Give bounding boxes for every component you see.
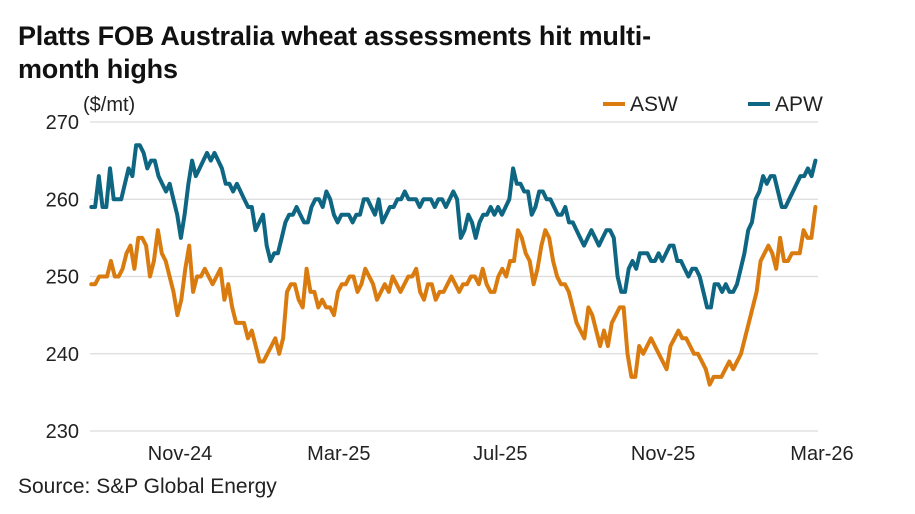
- y-tick-label: 260: [46, 189, 79, 211]
- x-axis-ticks: Nov-24 Mar-25 Jul-25 Nov-25 Mar-26: [148, 443, 854, 465]
- legend-item-apw: APW: [748, 93, 823, 116]
- x-tick-label: Mar-25: [307, 443, 370, 465]
- source-note: Source: S&P Global Energy: [18, 475, 277, 498]
- x-tick-label: Nov-24: [148, 443, 212, 465]
- y-tick-label: 270: [46, 112, 79, 134]
- y-axis-unit-label: ($/mt): [83, 94, 135, 116]
- x-tick-label: Mar-26: [790, 443, 853, 465]
- legend-item-asw: ASW: [603, 93, 678, 116]
- chart-title: Platts FOB Australia wheat assessments h…: [18, 21, 651, 84]
- series-line-apw: [89, 143, 818, 310]
- y-tick-label: 250: [46, 267, 79, 289]
- legend-label: APW: [775, 93, 823, 116]
- x-tick-label: Nov-25: [631, 443, 695, 465]
- y-axis-ticks: 230 240 250 260 270: [46, 112, 79, 443]
- y-tick-label: 230: [46, 421, 79, 443]
- series-line-asw: [89, 205, 818, 387]
- series-lines: [89, 143, 818, 387]
- legend-label: ASW: [630, 93, 678, 116]
- x-tick-label: Jul-25: [473, 443, 527, 465]
- legend: ASW APW: [603, 93, 823, 116]
- y-tick-label: 240: [46, 344, 79, 366]
